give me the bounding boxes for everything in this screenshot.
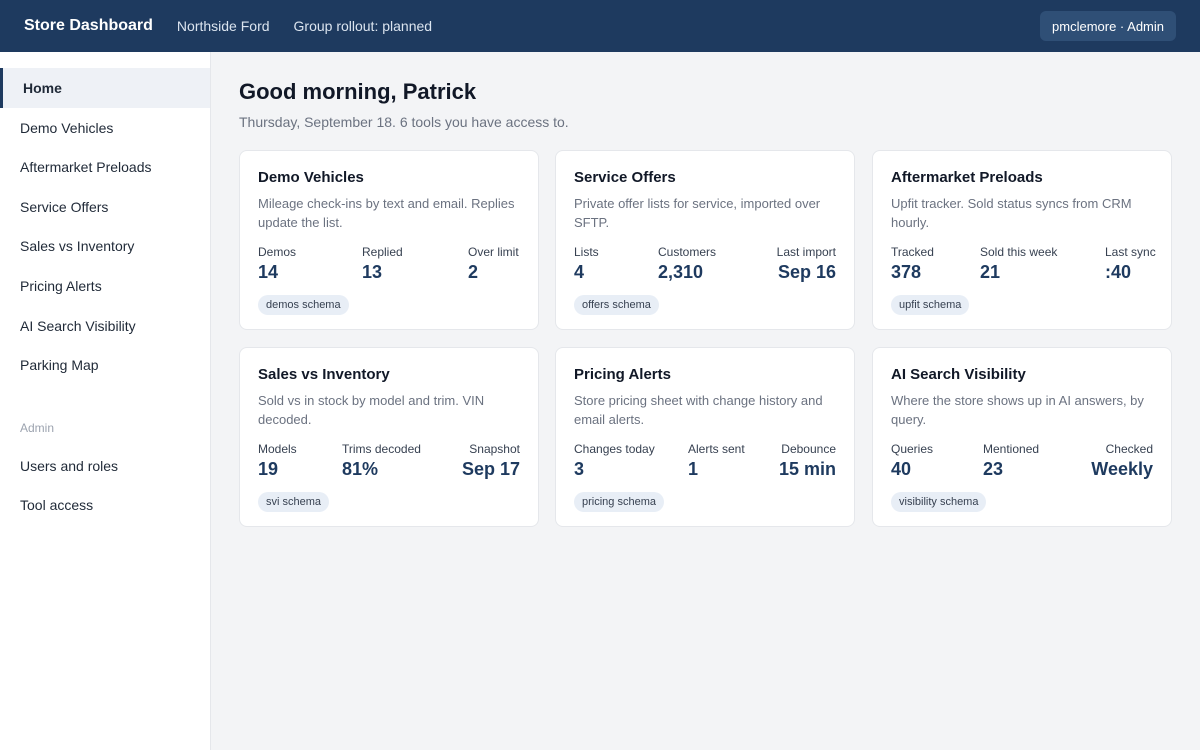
store-name: Northside Ford xyxy=(176,18,270,34)
card-title: Sales vs Inventory xyxy=(258,366,390,383)
card-description: Mileage check-ins by text and email. Rep… xyxy=(258,196,515,230)
stat-label: Customers xyxy=(658,245,717,259)
card-description: Upfit tracker. Sold status syncs from CR… xyxy=(891,196,1132,230)
stat-value: 13 xyxy=(362,262,383,282)
stat-label: Snapshot xyxy=(469,442,520,456)
stat-label: Changes today xyxy=(574,442,655,456)
card-description: Where the store shows up in AI answers, … xyxy=(891,393,1144,427)
stat-label: Last sync xyxy=(1105,245,1156,259)
stat-label: Queries xyxy=(891,442,934,456)
tool-card-service-offers[interactable]: Service Offers Private offer lists for s… xyxy=(555,150,855,330)
stat-value: 2,310 xyxy=(658,262,704,282)
stat-label: Sold this week xyxy=(980,245,1058,259)
sidebar-item-aftermarket-preloads[interactable]: Aftermarket Preloads xyxy=(20,159,152,175)
stat-label: Lists xyxy=(574,245,599,259)
page-title: Good morning, Patrick xyxy=(239,79,477,104)
stat-value: 14 xyxy=(258,262,279,282)
sidebar: Home Demo Vehicles Aftermarket Preloads … xyxy=(0,52,211,750)
sidebar-item-service-offers[interactable]: Service Offers xyxy=(20,199,109,215)
tool-card-demo-vehicles[interactable]: Demo Vehicles Mileage check-ins by text … xyxy=(239,150,539,330)
stat-value: 1 xyxy=(688,459,699,479)
stat-value: 21 xyxy=(980,262,1001,282)
tool-card-sales-vs-inventory[interactable]: Sales vs Inventory Sold vs in stock by m… xyxy=(239,347,539,527)
sidebar-item-parking-map[interactable]: Parking Map xyxy=(20,357,99,373)
card-title: Aftermarket Preloads xyxy=(891,169,1043,186)
sidebar-item-ai-search-visibility[interactable]: AI Search Visibility xyxy=(20,318,136,334)
stat-value: Weekly xyxy=(1091,459,1153,479)
stat-value: 2 xyxy=(468,262,479,282)
schema-tag: offers schema xyxy=(574,295,659,315)
tool-card-ai-search-visibility[interactable]: AI Search Visibility Where the store sho… xyxy=(872,347,1172,527)
rollout-status: Group rollout: planned xyxy=(293,18,433,34)
sidebar-item-demo-vehicles[interactable]: Demo Vehicles xyxy=(20,120,114,136)
card-description: Private offer lists for service, importe… xyxy=(574,196,821,230)
stat-label: Demos xyxy=(258,245,297,259)
stat-label: Replied xyxy=(362,245,403,259)
stat-label: Over limit xyxy=(468,245,519,259)
card-title: AI Search Visibility xyxy=(891,366,1026,383)
stat-value: 23 xyxy=(983,459,1004,479)
stat-label: Alerts sent xyxy=(688,442,745,456)
user-menu-button[interactable]: pmclemore · Admin xyxy=(1040,11,1176,41)
stat-value: 3 xyxy=(574,459,585,479)
stat-value: 15 min xyxy=(778,459,836,479)
stat-value: Sep 17 xyxy=(461,459,520,479)
stat-label: Trims decoded xyxy=(342,442,421,456)
stat-value: 4 xyxy=(574,262,585,282)
card-description: Sold vs in stock by model and trim. VIN … xyxy=(258,393,485,427)
schema-tag: svi schema xyxy=(258,492,330,512)
schema-tag: upfit schema xyxy=(891,295,970,315)
stat-label: Models xyxy=(258,442,297,456)
app-title[interactable]: Store Dashboard xyxy=(24,17,153,34)
sidebar-item-pricing-alerts[interactable]: Pricing Alerts xyxy=(20,278,102,294)
stat-value: :40 xyxy=(1105,262,1132,282)
stat-value: 378 xyxy=(891,262,922,282)
stat-value: 81% xyxy=(342,459,379,479)
admin-section-heading: Admin xyxy=(20,421,55,435)
stat-label: Last import xyxy=(776,245,836,259)
stat-value: Sep 16 xyxy=(777,262,836,282)
schema-tag: pricing schema xyxy=(574,492,664,512)
page-subtitle: Thursday, September 18. 6 tools you have… xyxy=(239,114,569,130)
stat-label: Tracked xyxy=(891,245,934,259)
stat-value: 40 xyxy=(891,459,912,479)
main-content: Good morning, Patrick Thursday, Septembe… xyxy=(211,52,1200,750)
stat-label: Debounce xyxy=(781,442,836,456)
sidebar-item-tool-access[interactable]: Tool access xyxy=(20,497,94,513)
card-title: Pricing Alerts xyxy=(574,366,671,383)
tool-card-pricing-alerts[interactable]: Pricing Alerts Store pricing sheet with … xyxy=(555,347,855,527)
top-bar: Store Dashboard Northside Ford Group rol… xyxy=(0,0,1200,52)
card-title: Demo Vehicles xyxy=(258,169,364,186)
stat-label: Mentioned xyxy=(983,442,1040,456)
stat-label: Checked xyxy=(1105,442,1153,456)
sidebar-item-sales-vs-inventory[interactable]: Sales vs Inventory xyxy=(20,238,135,254)
card-description: Store pricing sheet with change history … xyxy=(574,393,823,427)
sidebar-item-users-and-roles[interactable]: Users and roles xyxy=(20,458,119,474)
tool-card-aftermarket-preloads[interactable]: Aftermarket Preloads Upfit tracker. Sold… xyxy=(872,150,1172,330)
schema-tag: visibility schema xyxy=(891,492,987,512)
schema-tag: demos schema xyxy=(258,295,349,315)
card-title: Service Offers xyxy=(574,169,676,186)
sidebar-item-home[interactable]: Home xyxy=(0,68,210,108)
stat-value: 19 xyxy=(258,459,279,479)
